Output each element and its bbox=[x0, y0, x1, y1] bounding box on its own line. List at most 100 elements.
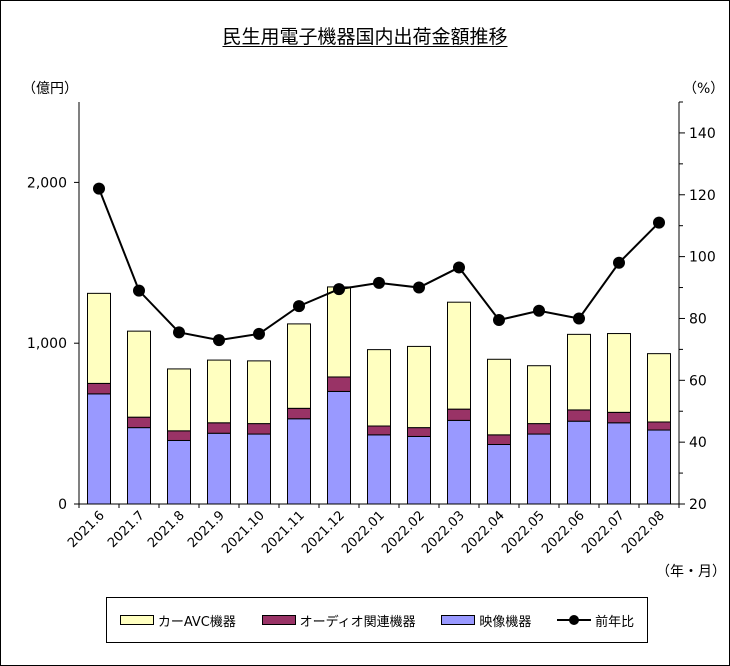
legend: カーAVC機器 オーディオ関連機器 映像機器 前年比 bbox=[106, 597, 648, 643]
bar-audio bbox=[527, 423, 551, 435]
bar-audio bbox=[87, 382, 111, 395]
bar-video bbox=[87, 393, 111, 505]
legend-label-yoy: 前年比 bbox=[595, 614, 635, 630]
bar-video bbox=[527, 433, 551, 505]
bar-car-avc bbox=[527, 365, 551, 425]
right-axis-tick-label: 60 bbox=[689, 373, 707, 389]
right-axis-tick-label: 140 bbox=[689, 126, 716, 142]
bar-video bbox=[407, 435, 431, 505]
legend-item-yoy: 前年比 bbox=[557, 611, 634, 630]
right-axis-tick-label: 20 bbox=[689, 497, 707, 513]
bar-video bbox=[167, 439, 191, 505]
bar-audio bbox=[407, 427, 431, 437]
x-axis-tick-label: 2022.08 bbox=[619, 508, 668, 557]
point-yoy bbox=[333, 283, 345, 296]
bar-car-avc bbox=[487, 358, 511, 436]
bar-video bbox=[247, 433, 271, 505]
legend-label-car-avc: カーAVC機器 bbox=[157, 614, 236, 630]
bar-audio bbox=[567, 409, 591, 422]
bar-car-avc bbox=[647, 353, 671, 423]
x-axis-tick-label: 2022.03 bbox=[419, 508, 468, 557]
left-axis-tick-label: 1,000 bbox=[27, 336, 67, 352]
x-axis-tick-label: 2022.02 bbox=[379, 508, 428, 557]
point-yoy bbox=[413, 281, 425, 294]
point-yoy bbox=[573, 312, 585, 325]
bar-audio bbox=[607, 411, 631, 424]
bar-video bbox=[607, 422, 631, 505]
bar-audio bbox=[487, 434, 511, 446]
bar-car-avc bbox=[247, 360, 271, 425]
x-axis-tick-label: 2022.01 bbox=[339, 508, 388, 557]
point-yoy bbox=[613, 256, 625, 269]
bar-car-avc bbox=[87, 292, 111, 384]
x-axis-tick-label: 2021.6 bbox=[65, 508, 108, 551]
bar-car-avc bbox=[607, 333, 631, 413]
bar-video bbox=[127, 427, 151, 505]
legend-swatch-video bbox=[441, 615, 476, 625]
bar-car-avc bbox=[567, 333, 591, 411]
bar-car-avc bbox=[327, 286, 351, 378]
legend-swatch-audio bbox=[261, 615, 296, 625]
legend-swatch-yoy bbox=[557, 615, 592, 625]
left-axis-tick-label: 2,000 bbox=[27, 175, 67, 191]
point-yoy bbox=[93, 182, 105, 195]
x-axis-tick-label: 2022.04 bbox=[459, 508, 508, 557]
bar-video bbox=[447, 419, 471, 505]
left-axis-unit: （億円） bbox=[22, 81, 78, 97]
bar-car-avc bbox=[447, 301, 471, 410]
point-yoy bbox=[453, 261, 465, 274]
bar-car-avc bbox=[367, 349, 391, 427]
point-yoy bbox=[293, 300, 305, 313]
x-axis-tick-label: 2022.06 bbox=[539, 508, 588, 557]
right-axis-tick-label: 40 bbox=[689, 435, 707, 451]
bar-audio bbox=[647, 421, 671, 431]
point-yoy bbox=[173, 326, 185, 339]
bar-video bbox=[487, 444, 511, 505]
point-yoy bbox=[373, 276, 385, 289]
legend-item-audio: オーディオ関連機器 bbox=[261, 611, 416, 630]
bar-audio bbox=[447, 408, 471, 421]
bar-video bbox=[647, 429, 671, 505]
bar-audio bbox=[127, 416, 151, 429]
chart-plot: 0 1,000 2,000 20 40 60 80 100 120 140 2021.62021.7… bbox=[27, 101, 716, 557]
right-axis-unit: （%） bbox=[683, 81, 725, 97]
bar-car-avc bbox=[407, 345, 431, 429]
bar-video bbox=[567, 420, 591, 505]
right-axis-tick-label: 100 bbox=[689, 250, 716, 266]
bar-audio bbox=[367, 425, 391, 436]
bar-audio bbox=[287, 407, 311, 420]
bar-audio bbox=[247, 423, 271, 435]
bar-video bbox=[367, 434, 391, 505]
legend-item-video: 映像機器 bbox=[441, 611, 531, 630]
bar-car-avc bbox=[167, 368, 191, 432]
legend-label-video: 映像機器 bbox=[479, 614, 532, 630]
x-axis-tick-label: 2021.11 bbox=[259, 508, 308, 557]
bar-car-avc bbox=[207, 359, 231, 424]
bar-video bbox=[207, 432, 231, 505]
point-yoy bbox=[213, 334, 225, 347]
x-axis-tick-label: 2021.10 bbox=[219, 508, 268, 557]
bar-car-avc bbox=[127, 330, 151, 418]
bar-audio bbox=[327, 376, 351, 392]
x-axis-tick-label: 2021.8 bbox=[145, 508, 188, 551]
bar-video bbox=[327, 390, 351, 505]
left-axis-tick-label: 0 bbox=[58, 497, 67, 513]
x-axis-unit: （年・月） bbox=[656, 564, 726, 580]
x-axis-tick-label: 2021.12 bbox=[299, 508, 348, 557]
point-yoy bbox=[253, 327, 265, 340]
bar-audio bbox=[167, 430, 191, 441]
bar-car-avc bbox=[287, 323, 311, 409]
x-axis-tick-label: 2022.07 bbox=[579, 508, 628, 557]
point-yoy bbox=[493, 314, 505, 327]
legend-swatch-car-avc bbox=[119, 615, 154, 625]
bar-audio bbox=[207, 422, 231, 434]
right-axis-tick-label: 120 bbox=[689, 188, 716, 204]
right-axis-tick-label: 80 bbox=[689, 311, 707, 327]
bar-video bbox=[287, 418, 311, 505]
x-axis-tick-label: 2021.7 bbox=[105, 508, 148, 551]
legend-item-car-avc: カーAVC機器 bbox=[119, 611, 236, 630]
point-yoy bbox=[133, 284, 145, 297]
x-axis-tick-label: 2022.05 bbox=[499, 508, 548, 557]
chart-title: 民生用電子機器国内出荷金額推移 bbox=[222, 26, 508, 48]
